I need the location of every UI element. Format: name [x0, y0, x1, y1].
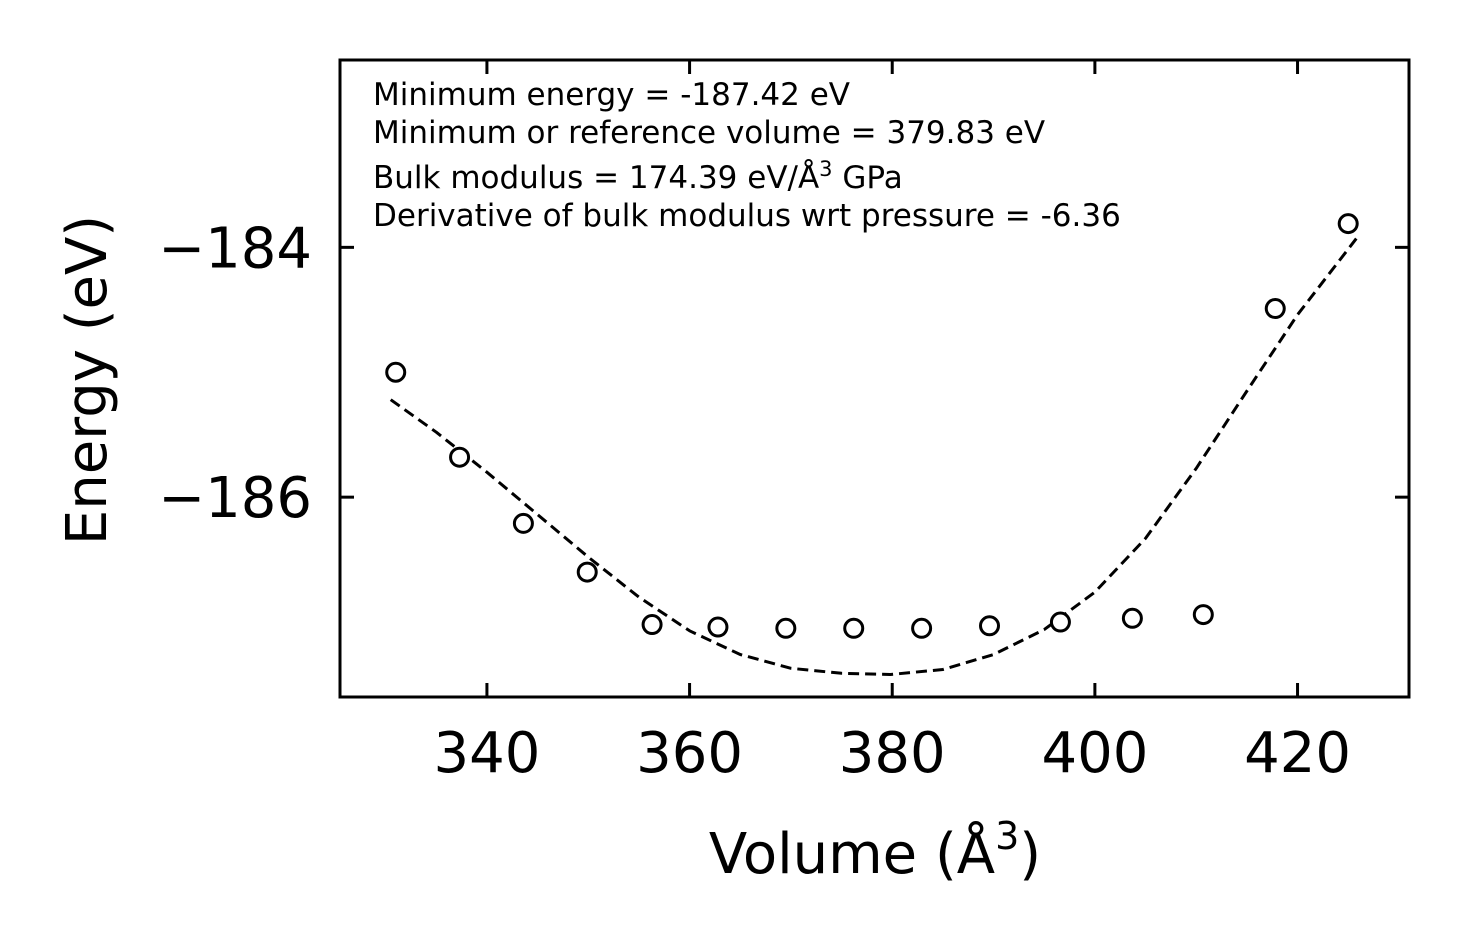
y-axis-title: Energy (eV): [55, 215, 120, 545]
data-point: [979, 615, 1001, 637]
annotation-min-volume: Minimum or reference volume = 379.83 eV: [373, 115, 1045, 151]
data-point: [775, 617, 797, 639]
annotation-bulk-modulus-sup: 3: [819, 157, 832, 181]
data-points-layer: [385, 213, 1359, 639]
x-axis-title-close: ): [1019, 822, 1041, 887]
plot-frame: [338, 58, 1411, 699]
data-point: [641, 614, 663, 636]
data-point: [707, 616, 729, 638]
x-tick-labels: 340 360 380 400 420: [433, 721, 1351, 786]
data-point: [1192, 604, 1214, 626]
axis-ticks: [340, 60, 1409, 697]
data-point: [1337, 213, 1359, 235]
annotation-bulk-modulus: Bulk modulus = 174.39 eV/Å3 GPa: [373, 157, 903, 196]
data-point: [911, 617, 933, 639]
x-tick-label: 380: [839, 721, 946, 786]
annotation-bulk-modulus-unit: GPa: [833, 160, 903, 196]
x-axis-title-text: Volume (Å: [709, 821, 995, 887]
y-tick-label: −186: [158, 466, 312, 531]
x-tick-label: 400: [1041, 721, 1148, 786]
y-tick-label: −184: [158, 216, 312, 281]
data-point: [1121, 607, 1143, 629]
data-point: [1049, 611, 1071, 633]
data-point: [449, 446, 471, 468]
fit-line: [389, 237, 1358, 676]
annotation-block: Minimum energy = -187.42 eV Minimum or r…: [373, 77, 1121, 234]
annotation-derivative: Derivative of bulk modulus wrt pressure …: [373, 198, 1121, 234]
data-point: [385, 361, 407, 383]
x-axis-title-sup: 3: [995, 814, 1019, 858]
annotation-min-energy: Minimum energy = -187.42 eV: [373, 77, 850, 113]
y-tick-labels: −184 −186: [158, 216, 312, 531]
data-point: [512, 512, 534, 534]
x-axis-title: Volume (Å3): [709, 814, 1041, 887]
annotation-bulk-modulus-text: Bulk modulus = 174.39 eV/Å: [373, 160, 819, 196]
data-point: [1264, 298, 1286, 320]
fit-curve-layer: [389, 237, 1358, 676]
x-tick-label: 360: [636, 721, 743, 786]
x-tick-label: 420: [1244, 721, 1351, 786]
x-tick-label: 340: [433, 721, 540, 786]
data-point: [576, 561, 598, 583]
data-point: [843, 617, 865, 639]
